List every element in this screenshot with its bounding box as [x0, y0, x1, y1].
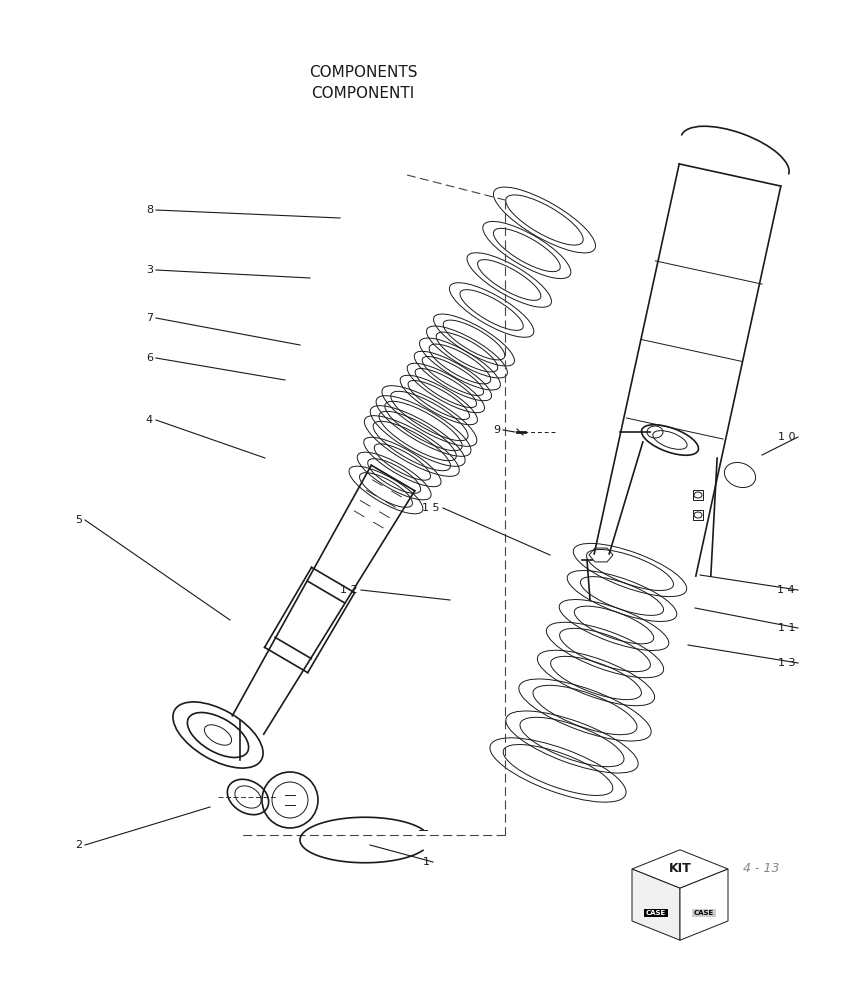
Text: CASE: CASE	[646, 910, 666, 916]
Text: 4 - 13: 4 - 13	[743, 862, 779, 876]
Polygon shape	[632, 850, 728, 888]
Text: 1 3: 1 3	[778, 658, 795, 668]
Text: 3: 3	[146, 265, 153, 275]
Bar	[693, 510, 703, 520]
Text: 5: 5	[75, 515, 82, 525]
Text: 1 4: 1 4	[778, 585, 795, 595]
Polygon shape	[632, 869, 680, 940]
Text: 1 0: 1 0	[778, 432, 795, 442]
Polygon shape	[680, 869, 728, 940]
Text: 8: 8	[146, 205, 153, 215]
Text: 1: 1	[423, 857, 430, 867]
Text: 7: 7	[146, 313, 153, 323]
Text: 2: 2	[75, 840, 82, 850]
Text: 1 2: 1 2	[340, 585, 358, 595]
Text: KIT: KIT	[669, 862, 691, 876]
Text: 1 5: 1 5	[422, 503, 440, 513]
Text: 4: 4	[146, 415, 153, 425]
Text: COMPONENTS
COMPONENTI: COMPONENTS COMPONENTI	[308, 65, 417, 101]
Bar	[693, 490, 703, 500]
Text: 9: 9	[492, 425, 500, 435]
Text: 1 1: 1 1	[778, 623, 795, 633]
Text: 6: 6	[146, 353, 153, 363]
Text: CASE: CASE	[694, 910, 715, 916]
